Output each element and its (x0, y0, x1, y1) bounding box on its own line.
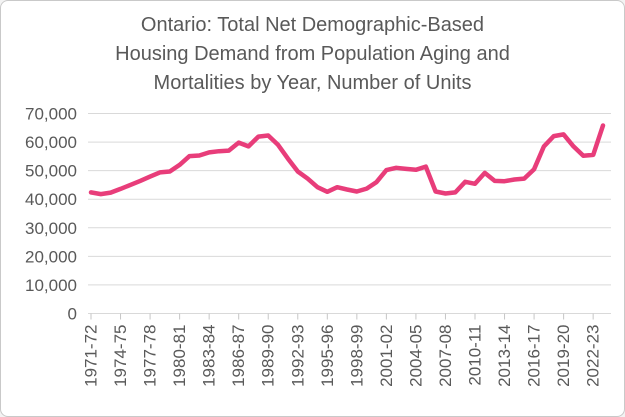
chart-title: Ontario: Total Net Demographic-Based Hou… (1, 11, 624, 98)
x-tick-label: 1986-87 (229, 325, 248, 387)
x-tick-label: 2004-05 (406, 325, 425, 387)
y-axis-labels: 0 10,000 20,000 30,000 40,000 50,000 60,000 70,… (25, 105, 77, 324)
x-tick-label: 2019-20 (554, 325, 573, 387)
x-tick-label: 1971-72 (82, 325, 101, 387)
x-tick-label: 1983-84 (200, 325, 219, 387)
x-tick-label: 1992-93 (288, 325, 307, 387)
chart-title-line-1: Ontario: Total Net Demographic-Based (140, 14, 485, 36)
y-tick-label: 60,000 (25, 133, 77, 152)
x-tick-label: 1995-96 (318, 325, 337, 387)
x-tick-label: 1980-81 (170, 325, 189, 387)
x-tick-label: 1989-90 (259, 325, 278, 387)
y-tick-label: 20,000 (25, 247, 77, 266)
x-tick-label: 2007-08 (436, 325, 455, 387)
y-gridlines (88, 113, 611, 314)
x-tick-label: 2016-17 (525, 325, 544, 387)
chart-title-line-2: Housing Demand from Population Aging and (115, 43, 510, 65)
y-tick-label: 10,000 (25, 276, 77, 295)
y-tick-label: 30,000 (25, 219, 77, 238)
x-tick-label: 1998-99 (347, 325, 366, 387)
x-ticks (90, 313, 594, 320)
y-tick-label: 50,000 (25, 162, 77, 181)
x-tick-label: 2022-23 (584, 325, 603, 387)
chart-title-line-3: Mortalities by Year, Number of Units (153, 72, 472, 94)
y-tick-label: 0 (68, 305, 77, 324)
x-tick-label: 2001-02 (377, 325, 396, 387)
x-tick-label: 1977-78 (141, 325, 160, 387)
x-axis-labels: 1971-72 1974-75 1977-78 1980-81 1983-84 1986-… (82, 325, 603, 387)
x-tick-label: 2013-14 (495, 325, 514, 387)
y-tick-label: 40,000 (25, 190, 77, 209)
x-tick-label: 2010-11 (466, 325, 485, 386)
y-tick-label: 70,000 (25, 105, 77, 124)
x-tick-label: 1974-75 (111, 325, 130, 387)
demand-line (88, 123, 606, 197)
